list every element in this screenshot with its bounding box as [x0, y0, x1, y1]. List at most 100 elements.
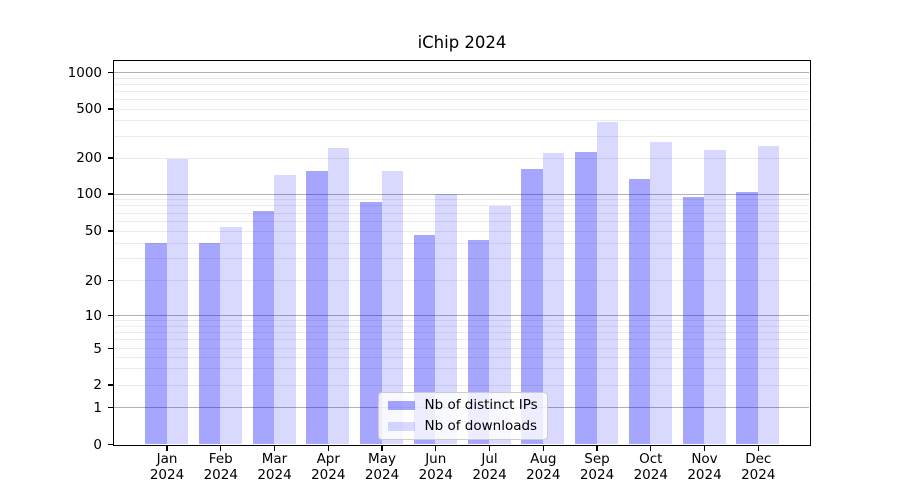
- x-tick-label-nov: Nov 2024: [675, 451, 735, 483]
- gridline-minor: [114, 90, 809, 92]
- x-tick-month: Mar: [261, 451, 288, 467]
- legend-label-downloads: Nb of downloads: [424, 417, 538, 434]
- bar-ips-feb: [198, 242, 221, 444]
- y-tick-label-20: 20: [84, 272, 102, 289]
- x-tick-aug: [542, 446, 544, 451]
- y-tick-500: [107, 108, 113, 110]
- gridline-minor: [114, 157, 809, 159]
- x-tick-year: 2024: [311, 466, 346, 483]
- y-tick-0: [107, 443, 113, 446]
- gridline-minor: [114, 356, 809, 358]
- bar-ips-mar: [252, 211, 274, 444]
- bar-downloads-sep: [596, 121, 618, 444]
- y-tick-1000: [107, 71, 113, 74]
- gridline-minor: [114, 348, 809, 349]
- gridline-minor: [114, 98, 809, 100]
- gridline-minor: [114, 242, 809, 244]
- x-tick-year: 2024: [579, 466, 615, 483]
- y-tick-label-200: 200: [76, 150, 102, 166]
- y-tick-20: [107, 279, 113, 282]
- legend: Nb of distinct IPs Nb of downloads: [377, 391, 548, 440]
- x-tick-year: 2024: [687, 466, 722, 483]
- gridline-minor: [114, 135, 809, 137]
- y-tick-label-500: 500: [76, 101, 102, 117]
- bar-ips-oct: [628, 179, 651, 444]
- gridline-minor: [114, 258, 809, 260]
- x-tick-month: Feb: [208, 451, 233, 467]
- legend-swatch-distinct-ips-icon: [387, 400, 415, 410]
- legend-item-downloads: Nb of downloads: [387, 417, 538, 435]
- y-tick-200: [107, 157, 113, 159]
- y-tick-label-2: 2: [93, 377, 102, 393]
- x-tick-year: 2024: [364, 466, 400, 483]
- bar-downloads-may: [381, 170, 403, 444]
- y-tick-label-1000: 1000: [67, 64, 102, 81]
- x-tick-label-feb: Feb 2024: [191, 451, 251, 483]
- x-tick-year: 2024: [472, 466, 507, 483]
- x-tick-label-sep: Sep 2024: [567, 451, 627, 483]
- bar-downloads-jun: [435, 193, 457, 444]
- bar-ips-dec: [736, 192, 758, 444]
- x-tick-year: 2024: [526, 466, 561, 483]
- y-tick-label-0: 0: [93, 436, 102, 453]
- gridline-minor: [114, 384, 809, 386]
- plot-area: Nb of distinct IPs Nb of downloads: [113, 60, 811, 446]
- bar-ips-jan: [145, 242, 167, 444]
- gridline-minor: [114, 83, 809, 85]
- x-tick-apr: [327, 446, 329, 451]
- x-tick-month: Nov: [691, 451, 718, 467]
- bar-downloads-oct: [650, 142, 672, 444]
- bar-downloads-aug: [542, 152, 565, 444]
- y-tick-1: [107, 406, 113, 409]
- x-tick-may: [381, 446, 383, 451]
- bar-downloads-nov: [704, 150, 726, 444]
- gridline-major: [114, 72, 809, 73]
- x-tick-month: Aug: [530, 451, 557, 467]
- gridline-minor: [114, 120, 809, 122]
- x-tick-label-jun: Jun 2024: [406, 451, 466, 483]
- x-tick-year: 2024: [203, 466, 238, 483]
- x-tick-month: Oct: [639, 451, 663, 467]
- x-tick-label-mar: Mar 2024: [245, 451, 305, 483]
- x-tick-label-jul: Jul 2024: [460, 451, 520, 483]
- x-tick-feb: [220, 446, 222, 451]
- gridline-minor: [114, 280, 809, 281]
- bar-ips-sep: [575, 152, 597, 444]
- bar-downloads-jul: [489, 206, 511, 444]
- y-tick-label-50: 50: [84, 223, 102, 239]
- gridline-minor: [114, 199, 809, 201]
- bar-ips-nov: [682, 197, 704, 444]
- bar-downloads-apr: [327, 148, 350, 444]
- x-tick-label-aug: Aug 2024: [513, 451, 573, 483]
- x-tick-jun: [435, 446, 437, 451]
- x-tick-month: Dec: [745, 451, 772, 467]
- x-tick-jan: [166, 446, 168, 451]
- y-tick-50: [107, 230, 113, 232]
- bar-ips-may: [360, 201, 382, 444]
- gridline-minor: [114, 205, 809, 207]
- bar-downloads-feb: [220, 227, 242, 444]
- y-tick-label-1: 1: [93, 399, 102, 416]
- y-tick-100: [107, 193, 113, 195]
- gridline-minor: [114, 331, 809, 333]
- gridline-minor: [114, 368, 809, 370]
- gridline-minor: [114, 230, 809, 232]
- x-tick-label-dec: Dec 2024: [728, 451, 788, 483]
- gridline-minor: [114, 108, 809, 110]
- x-tick-year: 2024: [149, 466, 185, 483]
- x-tick-label-may: May 2024: [352, 451, 412, 483]
- chart-title: iChip 2024: [417, 33, 507, 52]
- gridline-minor: [114, 77, 809, 79]
- bar-downloads-jan: [166, 158, 188, 444]
- x-tick-year: 2024: [418, 466, 453, 483]
- gridline-minor: [114, 325, 809, 327]
- legend-label-distinct-ips: Nb of distinct IPs: [424, 396, 538, 413]
- x-tick-nov: [703, 446, 706, 451]
- x-tick-year: 2024: [633, 466, 668, 483]
- x-tick-month: May: [368, 451, 396, 467]
- gridline-minor: [114, 320, 809, 322]
- x-tick-dec: [757, 446, 759, 451]
- x-tick-month: Jan: [156, 451, 178, 467]
- y-tick-label-100: 100: [76, 186, 102, 202]
- x-tick-mar: [273, 446, 276, 451]
